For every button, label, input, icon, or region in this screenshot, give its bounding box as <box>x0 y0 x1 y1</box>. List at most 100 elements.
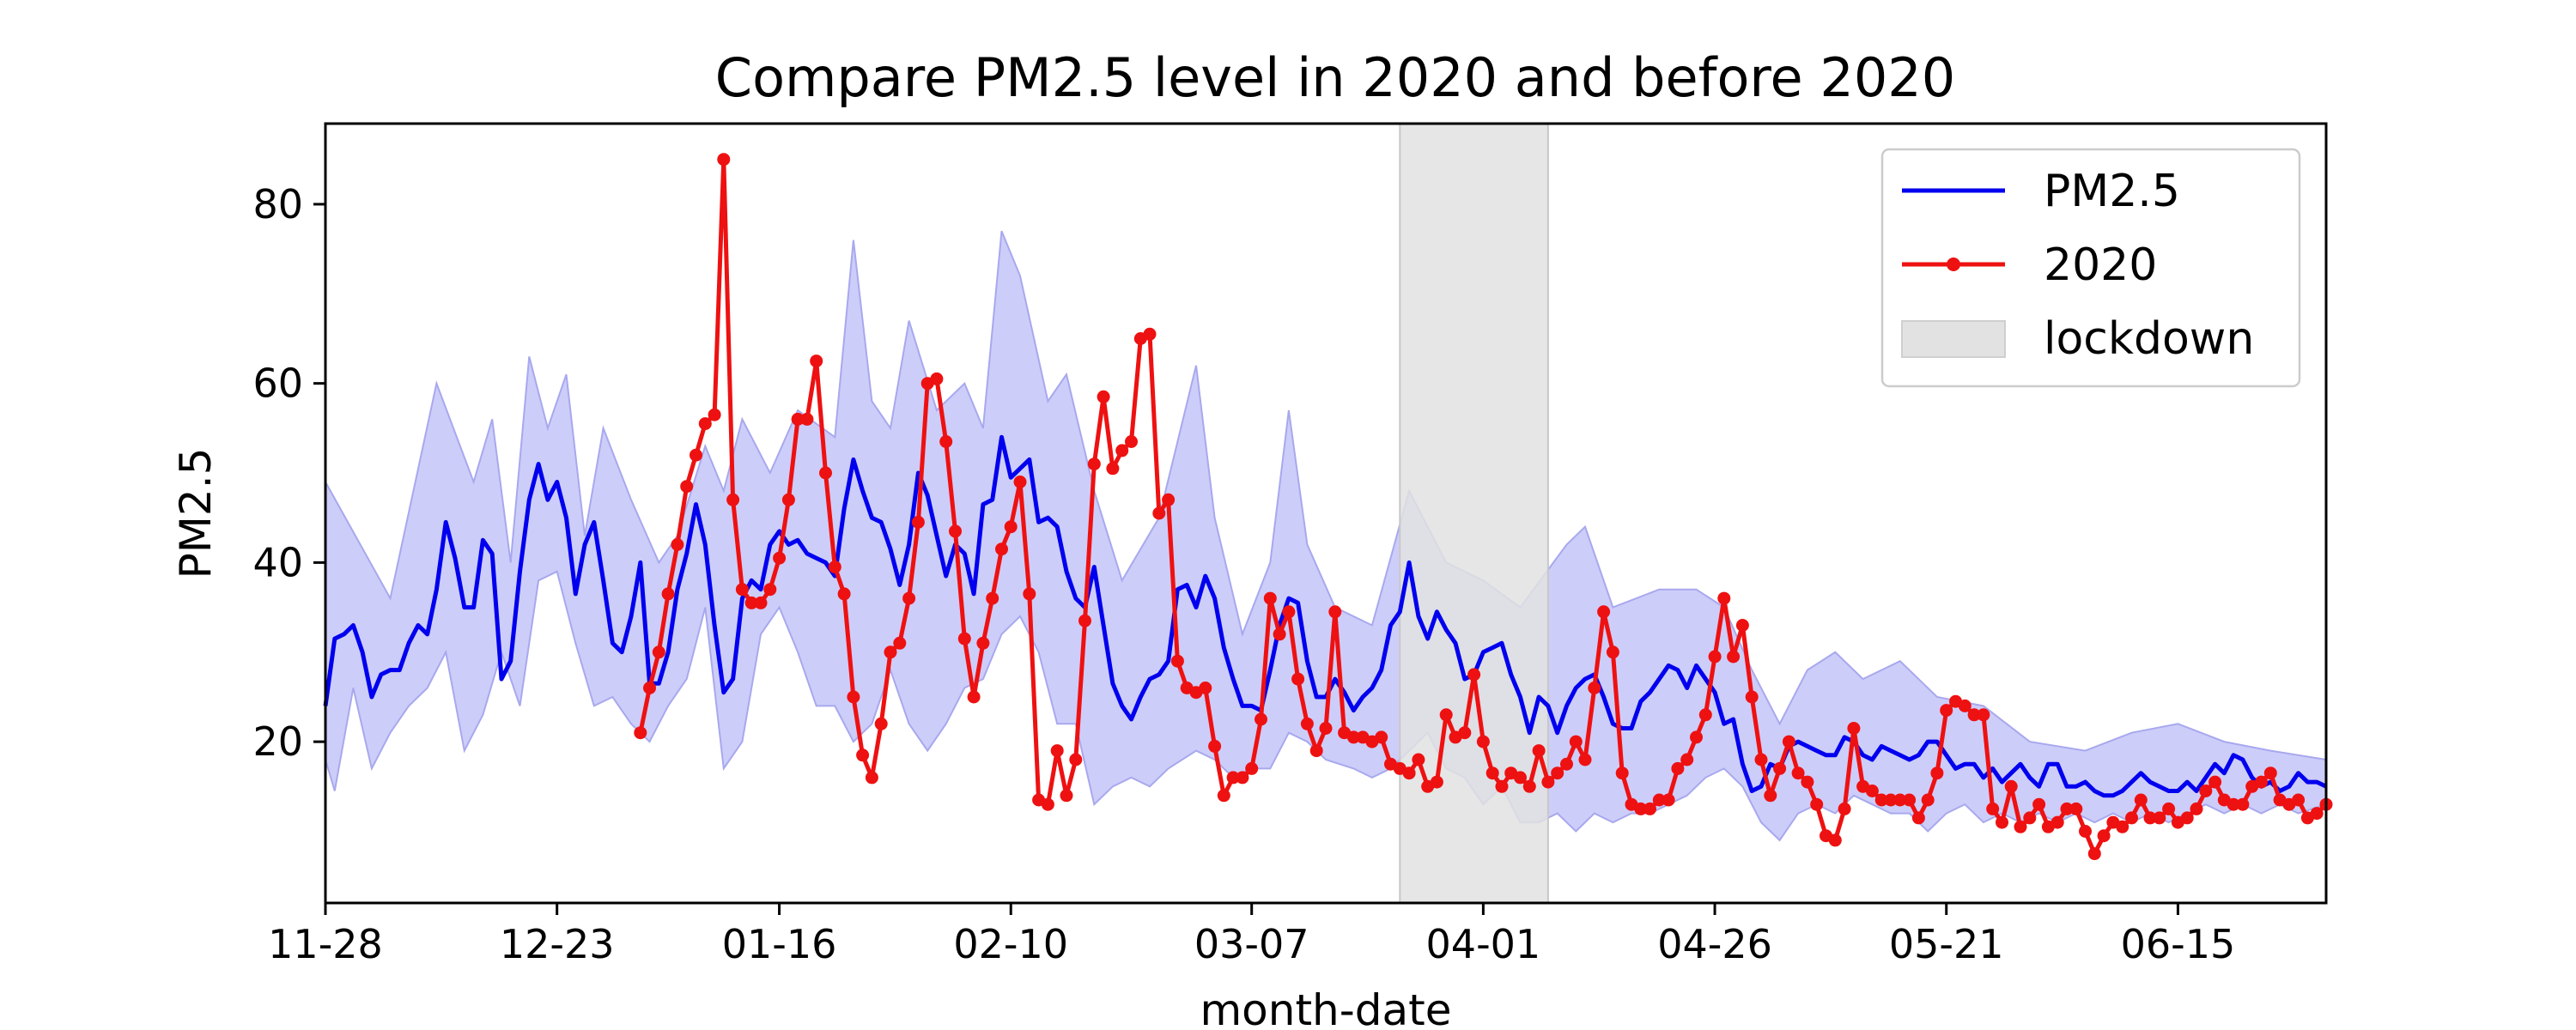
data-point-2020 <box>1652 793 1666 807</box>
data-point-2020 <box>2153 811 2166 825</box>
data-point-2020 <box>690 448 702 462</box>
data-point-2020 <box>1170 654 1184 668</box>
plot-frame <box>324 122 2328 905</box>
data-point-2020 <box>1328 605 1342 619</box>
data-point-2020 <box>671 538 684 551</box>
data-point-2020 <box>763 583 777 597</box>
data-point-2020 <box>1977 708 1990 722</box>
data-point-2020 <box>634 726 647 740</box>
data-point-2020 <box>967 690 981 704</box>
data-point-2020 <box>1208 739 1222 753</box>
data-point-2020 <box>1162 493 1176 506</box>
data-point-2020 <box>1958 699 1971 712</box>
data-point-2020 <box>1226 771 1240 785</box>
data-point-2020 <box>1273 627 1286 641</box>
data-point-2020 <box>1634 802 1648 815</box>
data-point-2020 <box>1874 793 1888 807</box>
data-point-2020 <box>1588 682 1601 694</box>
chart-title: Compare PM2.5 level in 2020 and before 2… <box>715 46 1955 109</box>
data-point-2020 <box>1903 793 1917 807</box>
data-point-2020 <box>1698 708 1712 722</box>
data-point-2020 <box>1560 757 1573 771</box>
data-point-2020 <box>976 636 990 650</box>
data-point-2020 <box>1708 650 1722 663</box>
y-tick-label: 40 <box>252 539 303 585</box>
data-point-2020 <box>1597 605 1611 619</box>
y-tick-label: 20 <box>252 718 303 765</box>
x-tick-label: 06-15 <box>2121 921 2236 967</box>
data-point-2020 <box>1023 587 1036 601</box>
data-point-2020 <box>2199 785 2213 797</box>
data-point-2020 <box>2060 802 2074 815</box>
data-point-2020 <box>661 587 675 601</box>
data-point-2020 <box>800 412 814 426</box>
data-point-2020 <box>1615 766 1629 780</box>
data-point-2020 <box>1930 766 1944 780</box>
data-point-2020 <box>1041 797 1054 811</box>
data-point-2020 <box>2050 815 2064 829</box>
data-point-2020 <box>1551 766 1564 780</box>
data-point-2020 <box>856 748 870 762</box>
data-point-2020 <box>1255 712 1267 726</box>
data-point-2020 <box>2190 802 2203 815</box>
x-axis-label: month-date <box>1200 985 1451 1030</box>
data-point-2020 <box>1996 815 2008 829</box>
data-point-2020 <box>1125 435 1138 448</box>
data-point-2020 <box>1309 744 1323 758</box>
data-point-2020 <box>1727 650 1741 663</box>
legend-2020-label: 2020 <box>2044 239 2157 291</box>
data-point-2020 <box>1458 726 1472 740</box>
data-point-2020 <box>1828 833 1842 847</box>
x-tick-label: 05-21 <box>1889 921 2004 967</box>
y-axis: 20 40 60 80 <box>252 181 325 765</box>
data-point-2020 <box>1199 682 1212 694</box>
data-point-2020 <box>1069 753 1083 766</box>
data-point-2020 <box>1532 744 1546 758</box>
data-point-2020 <box>1078 614 1091 627</box>
y-axis-label: PM2.5 <box>171 448 221 579</box>
data-point-2020 <box>1013 476 1027 488</box>
data-point-2020 <box>1476 735 1490 748</box>
data-point-2020 <box>2097 829 2111 843</box>
data-point-2020 <box>1346 730 1360 744</box>
data-point-2020 <box>1375 730 1388 744</box>
data-point-2020 <box>2134 793 2148 807</box>
data-point-2020 <box>1439 708 1453 722</box>
data-point-2020 <box>1522 779 1536 793</box>
data-point-2020 <box>2255 775 2268 789</box>
data-point-2020 <box>1911 811 1925 825</box>
data-point-2020 <box>1143 327 1157 341</box>
series-line-pm25 <box>323 434 2328 798</box>
data-point-2020 <box>1838 802 1851 815</box>
data-point-2020 <box>1236 771 1249 785</box>
data-point-2020 <box>2014 820 2027 833</box>
data-point-2020 <box>781 493 795 506</box>
data-point-2020 <box>2023 811 2037 825</box>
data-point-2020 <box>1893 793 1907 807</box>
data-point-2020 <box>791 412 805 426</box>
x-tick-label: 04-26 <box>1657 921 1772 967</box>
data-point-2020 <box>995 542 1008 556</box>
y-tick-label: 60 <box>252 360 303 407</box>
data-point-2020 <box>810 354 823 368</box>
data-point-2020 <box>708 408 721 421</box>
legend: PM2.5 2020 lockdown <box>1880 148 2301 388</box>
data-point-2020 <box>847 690 860 704</box>
data-point-2020 <box>949 524 962 538</box>
x-tick-label: 01-16 <box>722 921 837 967</box>
data-point-2020 <box>2162 802 2176 815</box>
data-point-2020 <box>2263 766 2277 780</box>
plot-area <box>323 123 2333 904</box>
data-point-2020 <box>698 417 712 431</box>
data-point-2020 <box>986 591 999 605</box>
data-point-2020 <box>754 596 768 609</box>
data-point-2020 <box>2236 797 2250 811</box>
data-point-2020 <box>1884 793 1898 807</box>
data-point-2020 <box>1643 802 1656 815</box>
data-point-2020 <box>1217 789 1230 803</box>
legend-lockdown-swatch <box>1901 320 2006 358</box>
data-point-2020 <box>2310 807 2324 821</box>
legend-pm25-label: PM2.5 <box>2044 166 2180 217</box>
data-point-2020 <box>1004 520 1018 534</box>
data-point-2020 <box>1152 506 1166 520</box>
